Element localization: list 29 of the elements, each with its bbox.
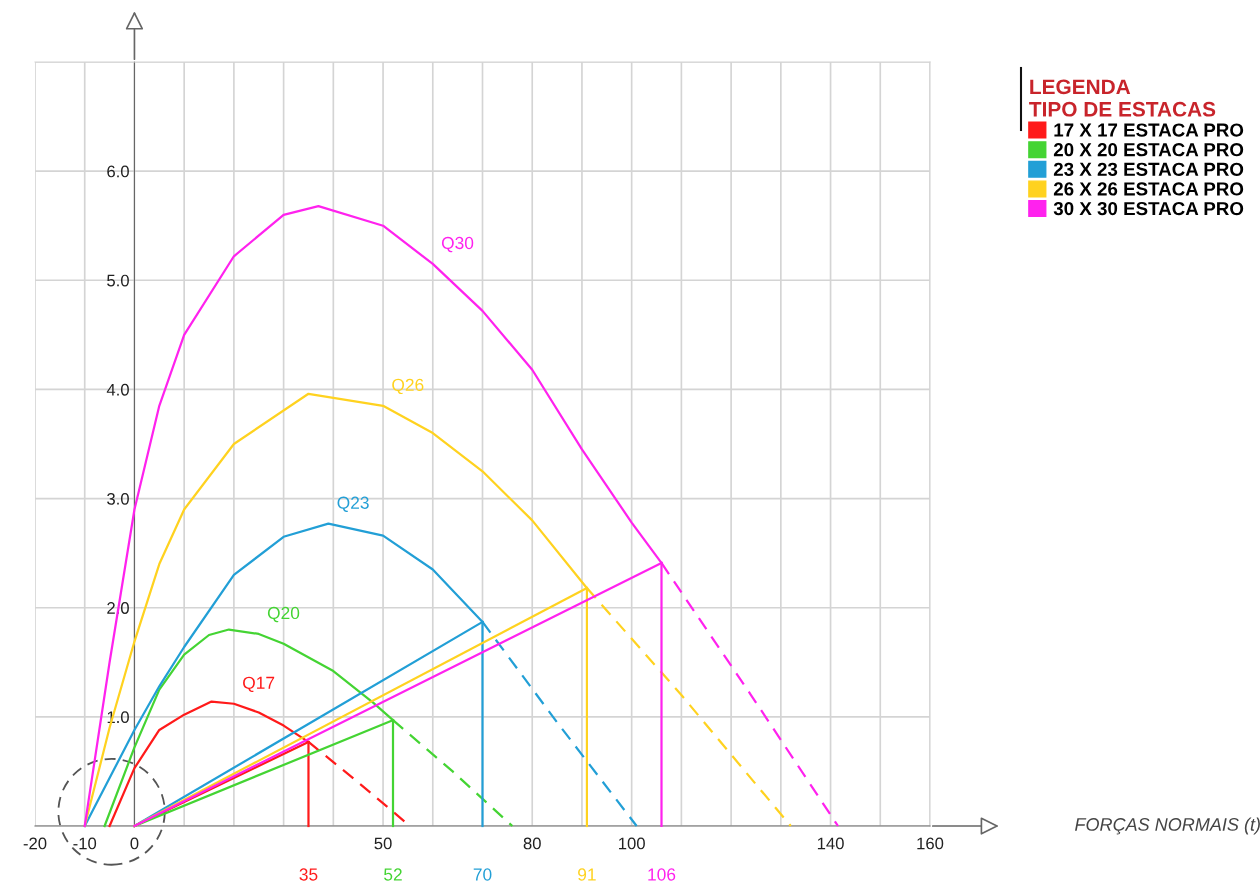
y-tick-label: 3.0 xyxy=(107,492,129,505)
y-tick-label: 6.0 xyxy=(107,165,129,178)
x-tick-label: 160 xyxy=(917,837,944,850)
x-tick-label: 100 xyxy=(619,837,645,850)
legend-label: 23 X 23 ESTACA PRO xyxy=(1053,162,1244,176)
x-tick-label: -10 xyxy=(73,837,97,850)
x-tick-label: 140 xyxy=(817,837,844,850)
x-tick-label: 50 xyxy=(374,837,392,850)
annotation: Q17 xyxy=(243,676,275,693)
annotation: 35 xyxy=(299,868,318,881)
legend-label: 17 X 17 ESTACA PRO xyxy=(1054,123,1244,137)
annotation: 52 xyxy=(384,868,402,881)
legend-label: 26 X 26 ESTACA PRO xyxy=(1053,182,1244,196)
x-tick-label: 80 xyxy=(523,837,541,850)
text: FORÇAS NORMAIS (t) xyxy=(1075,817,1260,835)
annotation: Q30 xyxy=(441,236,474,253)
y-tick-label: 4.0 xyxy=(106,383,129,396)
x-tick-label: 0 xyxy=(130,837,139,850)
y-tick-label: 5.0 xyxy=(107,274,129,287)
x-tick-label: -20 xyxy=(23,837,47,850)
annotation: 70 xyxy=(473,868,492,881)
legend-label: 20 X 20 ESTACA PRO xyxy=(1053,143,1244,157)
annotation: 106 xyxy=(648,868,676,881)
legend-title: LEGENDA TIPO DE ESTACAS xyxy=(1029,79,1216,117)
annotation: 91 xyxy=(578,868,596,881)
annotation: Q23 xyxy=(337,496,369,512)
legend-label: 30 X 30 ESTACA PRO xyxy=(1053,201,1244,216)
annotation: Q20 xyxy=(267,606,300,623)
annotation: Q26 xyxy=(392,378,424,395)
